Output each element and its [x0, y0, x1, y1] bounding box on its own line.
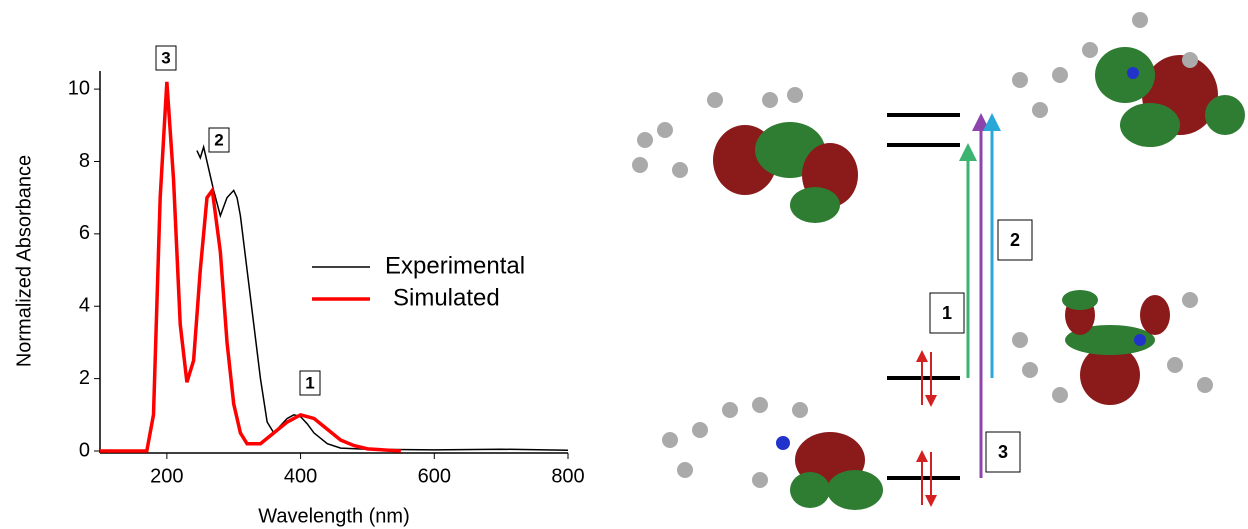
y-tick-label: 6 — [79, 222, 90, 244]
y-tick-label: 2 — [79, 367, 90, 389]
legend-label: Simulated — [393, 284, 500, 311]
figure: 1 2 3 0246810200400600800Wavelength — [0, 0, 1248, 529]
diagram: 1 2 3 — [632, 12, 1245, 510]
legend-label: Experimental — [385, 252, 525, 279]
orbital-homo — [1012, 290, 1213, 405]
x-tick-label: 800 — [551, 465, 584, 487]
annotation: 3 — [161, 48, 170, 67]
orbital-lumo — [632, 87, 858, 223]
y-tick-label: 4 — [79, 295, 90, 317]
transition-label: 3 — [998, 442, 1008, 462]
orbital-lumo1 — [1012, 12, 1245, 147]
x-tick-label: 600 — [418, 465, 451, 487]
x-axis-label: Wavelength (nm) — [258, 505, 410, 527]
annotation: 2 — [214, 130, 223, 149]
y-axis-label: Normalized Absorbance — [13, 155, 35, 367]
annotation: 1 — [305, 373, 314, 392]
y-tick-label: 8 — [79, 150, 90, 172]
y-tick-label: 10 — [68, 77, 90, 99]
transition-label: 2 — [1010, 230, 1020, 250]
y-tick-label: 0 — [79, 439, 90, 461]
orbital-homo1 — [662, 397, 883, 510]
data-line — [197, 147, 568, 450]
x-tick-label: 400 — [284, 465, 317, 487]
x-tick-label: 200 — [150, 465, 183, 487]
transition-label: 1 — [942, 303, 952, 323]
